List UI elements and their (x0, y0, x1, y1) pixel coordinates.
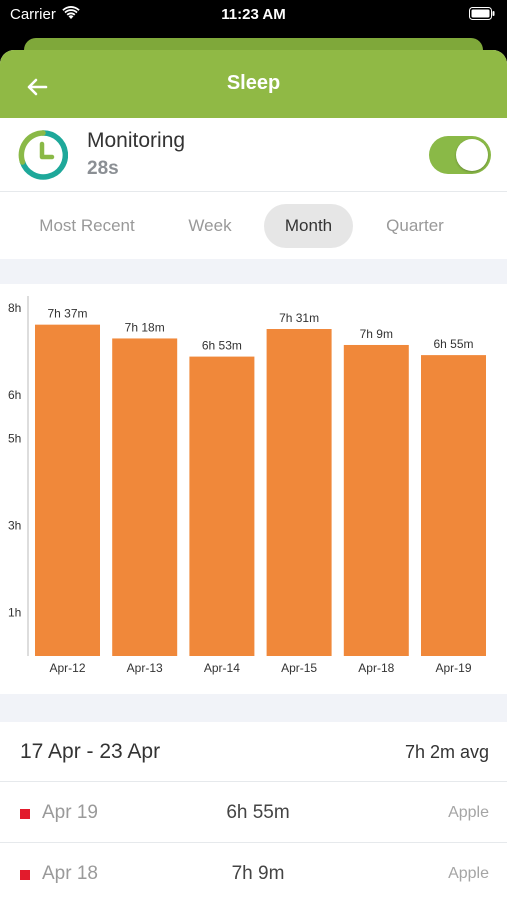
nav-bar: Sleep (0, 50, 507, 118)
y-tick-label: 6h (8, 388, 21, 402)
sleep-bar-chart: 1h 3h 5h 6h 8h 7h 37m Apr-12 7h 18m Apr-13 6h 53m… (0, 284, 507, 694)
average-value: 7h 2m avg (404, 742, 489, 762)
monitoring-label: Monitoring (87, 129, 186, 152)
tab-week[interactable]: Week (188, 216, 232, 235)
list-item[interactable]: Apr 18 7h 9m Apple (0, 843, 507, 900)
data-label: 7h 9m (360, 327, 393, 341)
tab-quarter[interactable]: Quarter (386, 216, 444, 235)
x-tick-label: Apr-15 (281, 661, 317, 675)
chart-svg: 1h 3h 5h 6h 8h 7h 37m Apr-12 7h 18m Apr-13 6h 53m… (8, 296, 486, 675)
bar (343, 344, 409, 656)
data-label: 6h 55m (433, 337, 473, 351)
y-tick-label: 5h (8, 432, 21, 446)
battery-icon (469, 7, 495, 20)
y-tick-label: 8h (8, 301, 21, 315)
x-tick-label: Apr-14 (204, 661, 240, 675)
list-item[interactable]: Apr 19 6h 55m Apple (0, 782, 507, 843)
arrow-left-icon (27, 78, 48, 96)
monitoring-row: Monitoring 28s (0, 118, 507, 192)
back-button[interactable] (22, 72, 52, 102)
toggle-knob (456, 139, 488, 171)
entry-date: Apr 18 (42, 863, 98, 884)
section-divider (0, 259, 507, 284)
entry-value: 6h 55m (226, 802, 290, 823)
x-tick-label: Apr-13 (127, 661, 163, 675)
tab-most-recent[interactable]: Most Recent (39, 216, 135, 235)
data-label: 7h 37m (47, 307, 87, 321)
page-title: Sleep (226, 72, 281, 94)
y-tick-label: 3h (8, 519, 21, 533)
x-tick-label: Apr-12 (49, 661, 85, 675)
bar (35, 324, 100, 656)
monitoring-toggle[interactable] (429, 136, 491, 174)
wifi-icon (62, 6, 80, 19)
data-label: 7h 31m (279, 311, 319, 325)
carrier-label: Carrier (10, 6, 56, 23)
bar (189, 356, 255, 656)
monitoring-value: 28s (87, 158, 119, 179)
bar (421, 355, 486, 656)
entry-marker (20, 809, 30, 819)
entry-value: 7h 9m (231, 863, 285, 884)
x-tick-label: Apr-18 (358, 661, 394, 675)
bar (112, 338, 178, 656)
status-time: 11:23 AM (221, 6, 286, 23)
entry-marker (20, 870, 30, 880)
section-divider (0, 694, 507, 722)
summary-row: 17 Apr - 23 Apr 7h 2m avg (0, 722, 507, 782)
entry-date: Apr 19 (42, 802, 98, 823)
entry-source: Apple (448, 865, 489, 882)
entry-source: Apple (448, 804, 489, 821)
data-label: 6h 53m (202, 339, 242, 353)
clock-icon (18, 130, 68, 180)
x-tick-label: Apr-19 (435, 661, 471, 675)
date-range: 17 Apr - 23 Apr (20, 740, 161, 763)
tab-month[interactable]: Month (264, 204, 353, 248)
period-tabs: Most Recent Week Month Quarter (0, 193, 507, 259)
y-tick-label: 1h (8, 606, 21, 620)
data-label: 7h 18m (125, 320, 165, 334)
status-bar: Carrier 11:23 AM (0, 0, 507, 32)
sleep-sheet: Sleep Monitoring 28s Most Recent Week Mo… (0, 50, 507, 900)
bar (266, 329, 332, 656)
